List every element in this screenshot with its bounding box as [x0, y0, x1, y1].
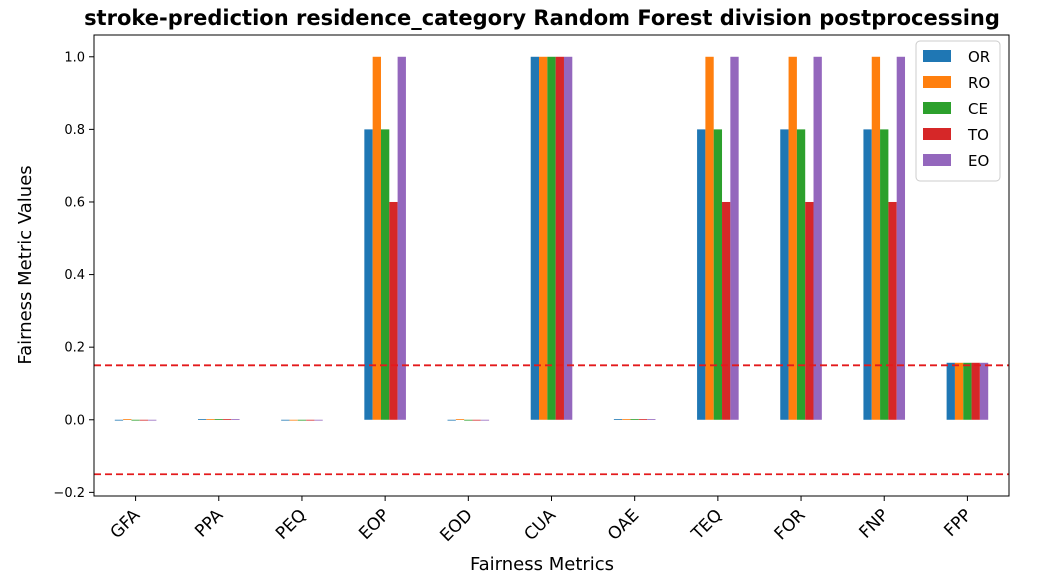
bar-ro-eop — [372, 56, 381, 420]
bar-ce-oae — [630, 419, 639, 420]
bar-or-peq — [281, 419, 290, 421]
bar-eo-for — [813, 56, 822, 420]
bar-eo-ppa — [231, 419, 240, 420]
legend-swatch-eo — [923, 154, 951, 166]
bar-ce-teq — [713, 129, 723, 420]
bar-or-for — [780, 129, 789, 420]
bar-eo-fpp — [979, 362, 989, 420]
x-tick-label-fpp: FPP — [940, 505, 976, 541]
bar-or-ppa — [197, 419, 207, 420]
bar-eo-peq — [314, 419, 323, 421]
bar-to-peq — [306, 419, 315, 421]
y-tick-label: 1.0 — [64, 50, 85, 65]
y-tick-label: 0.0 — [64, 413, 85, 428]
y-axis: −0.2 0.0 0.2 0.4 0.6 0.8 1.0 — [53, 50, 94, 501]
y-tick-label: 0.2 — [64, 341, 85, 356]
legend-label-ce: CE — [968, 100, 988, 118]
bar-to-gfa — [139, 419, 149, 421]
legend-label-ro: RO — [968, 74, 990, 92]
y-tick-label: 0.4 — [64, 268, 85, 283]
x-tick-label-fnp: FNP — [855, 505, 892, 542]
bar-or-gfa — [114, 419, 124, 421]
bar-to-ppa — [222, 419, 232, 420]
bar-or-cua — [530, 56, 540, 420]
bar-or-oae — [613, 419, 623, 420]
bar-ce-fpp — [963, 362, 972, 420]
bar-ro-peq — [289, 419, 298, 421]
bar-to-eod — [472, 419, 481, 421]
bar-ro-eod — [455, 419, 465, 420]
bar-ce-peq — [297, 419, 307, 421]
x-tick-label-ppa: PPA — [191, 505, 227, 541]
legend-label-to: TO — [967, 126, 989, 144]
bar-ce-cua — [547, 56, 556, 420]
bar-to-cua — [555, 56, 564, 420]
bar-or-fpp — [946, 362, 955, 420]
y-axis-label: Fairness Metric Values — [15, 165, 36, 364]
bar-eo-oae — [647, 419, 656, 420]
bar-to-fnp — [888, 201, 897, 420]
y-tick-label: −0.2 — [53, 486, 85, 501]
bar-ce-eod — [464, 419, 473, 421]
bar-ro-teq — [705, 56, 714, 420]
bar-to-oae — [638, 419, 648, 420]
bar-to-for — [805, 201, 814, 420]
bar-ce-for — [796, 129, 806, 420]
chart-title: stroke-prediction residence_category Ran… — [84, 6, 1000, 30]
bar-eo-fnp — [896, 56, 906, 420]
bar-or-eod — [447, 419, 456, 421]
bar-or-teq — [697, 129, 706, 420]
bar-or-fnp — [863, 129, 872, 420]
x-tick-label-for: FOR — [771, 505, 810, 544]
bar-ro-oae — [622, 419, 631, 420]
bar-eo-eop — [397, 56, 406, 420]
legend-swatch-ro — [923, 76, 951, 88]
bar-ce-ppa — [214, 419, 223, 420]
x-tick-label-gfa: GFA — [107, 505, 145, 543]
bar-ce-gfa — [131, 419, 140, 421]
bar-ro-fpp — [954, 362, 964, 420]
x-tick-label-eop: EOP — [355, 505, 393, 543]
reference-lines — [94, 364, 1009, 476]
x-tick-label-peq: PEQ — [272, 505, 310, 543]
x-tick-label-teq: TEQ — [687, 505, 726, 544]
y-tick-label: 0.8 — [64, 123, 85, 138]
bar-ro-ppa — [206, 419, 215, 420]
bars-group — [114, 56, 989, 421]
legend-label-or: OR — [968, 48, 990, 66]
legend-swatch-to — [923, 128, 951, 140]
legend-label-eo: EO — [968, 152, 989, 170]
bar-to-eop — [389, 201, 398, 420]
x-tick-label-eod: EOD — [436, 505, 476, 545]
bar-to-teq — [722, 201, 731, 420]
bar-eo-teq — [730, 56, 739, 420]
x-axis-label: Fairness Metrics — [470, 554, 614, 575]
bar-ce-eop — [380, 129, 390, 420]
bar-eo-gfa — [148, 419, 157, 421]
bar-ro-cua — [539, 56, 548, 420]
bar-ro-gfa — [123, 419, 132, 420]
y-tick-label: 0.6 — [64, 195, 85, 210]
bar-to-fpp — [971, 362, 980, 420]
bar-or-eop — [364, 129, 373, 420]
x-tick-label-cua: CUA — [520, 505, 560, 545]
legend: OR RO CE TO EO — [915, 40, 1001, 182]
x-tick-label-oae: OAE — [604, 505, 643, 544]
bar-eo-eod — [480, 419, 490, 421]
bar-eo-cua — [563, 56, 573, 420]
legend-swatch-or — [923, 50, 951, 62]
bar-ce-fnp — [880, 129, 889, 420]
x-axis: GFA PPA PEQ EOP EOD CUA OAE TEQ FOR FNP FPP — [107, 496, 976, 546]
bar-ro-for — [788, 56, 797, 420]
legend-swatch-ce — [923, 102, 951, 114]
bar-ro-fnp — [871, 56, 881, 420]
